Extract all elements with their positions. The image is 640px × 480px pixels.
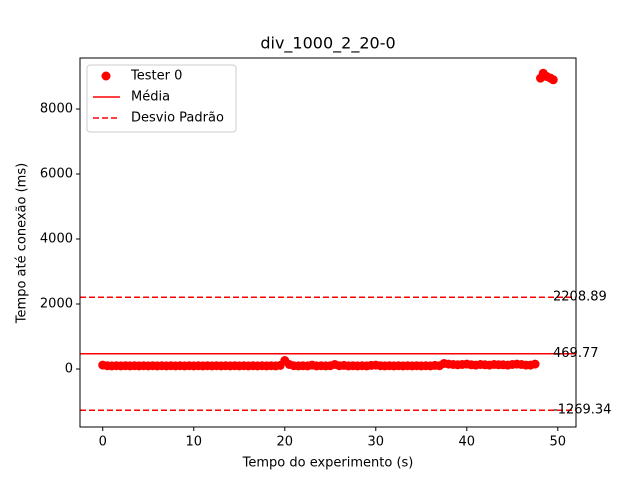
plot-frame: [79, 57, 577, 428]
x-tick-label: 0: [99, 435, 107, 450]
line-label: -1269.34: [553, 403, 611, 418]
y-tick-label: 0: [65, 361, 73, 376]
legend-marker: [101, 71, 111, 81]
y-axis-label: Tempo até conexão (ms): [15, 163, 30, 324]
x-tick-label: 20: [276, 435, 293, 450]
point: [530, 359, 540, 369]
line-label: 2208.89: [553, 290, 607, 305]
legend-label: Média: [131, 90, 170, 105]
y-tick-label: 6000: [40, 167, 73, 182]
point: [548, 75, 558, 85]
legend-box: [86, 64, 237, 133]
y-tick-label: 4000: [40, 232, 73, 247]
x-tick-label: 50: [550, 435, 567, 450]
chart-title: div_1000_2_20-0: [260, 34, 395, 54]
y-tick-label: 8000: [40, 102, 73, 117]
legend-label: Tester 0: [130, 69, 182, 84]
legend-label: Desvio Padrão: [131, 111, 224, 126]
x-tick-label: 30: [368, 435, 385, 450]
x-axis-label: Tempo do experimento (s): [242, 456, 414, 471]
x-tick-label: 10: [185, 435, 202, 450]
y-tick-label: 2000: [40, 297, 73, 312]
x-tick-label: 40: [459, 435, 476, 450]
